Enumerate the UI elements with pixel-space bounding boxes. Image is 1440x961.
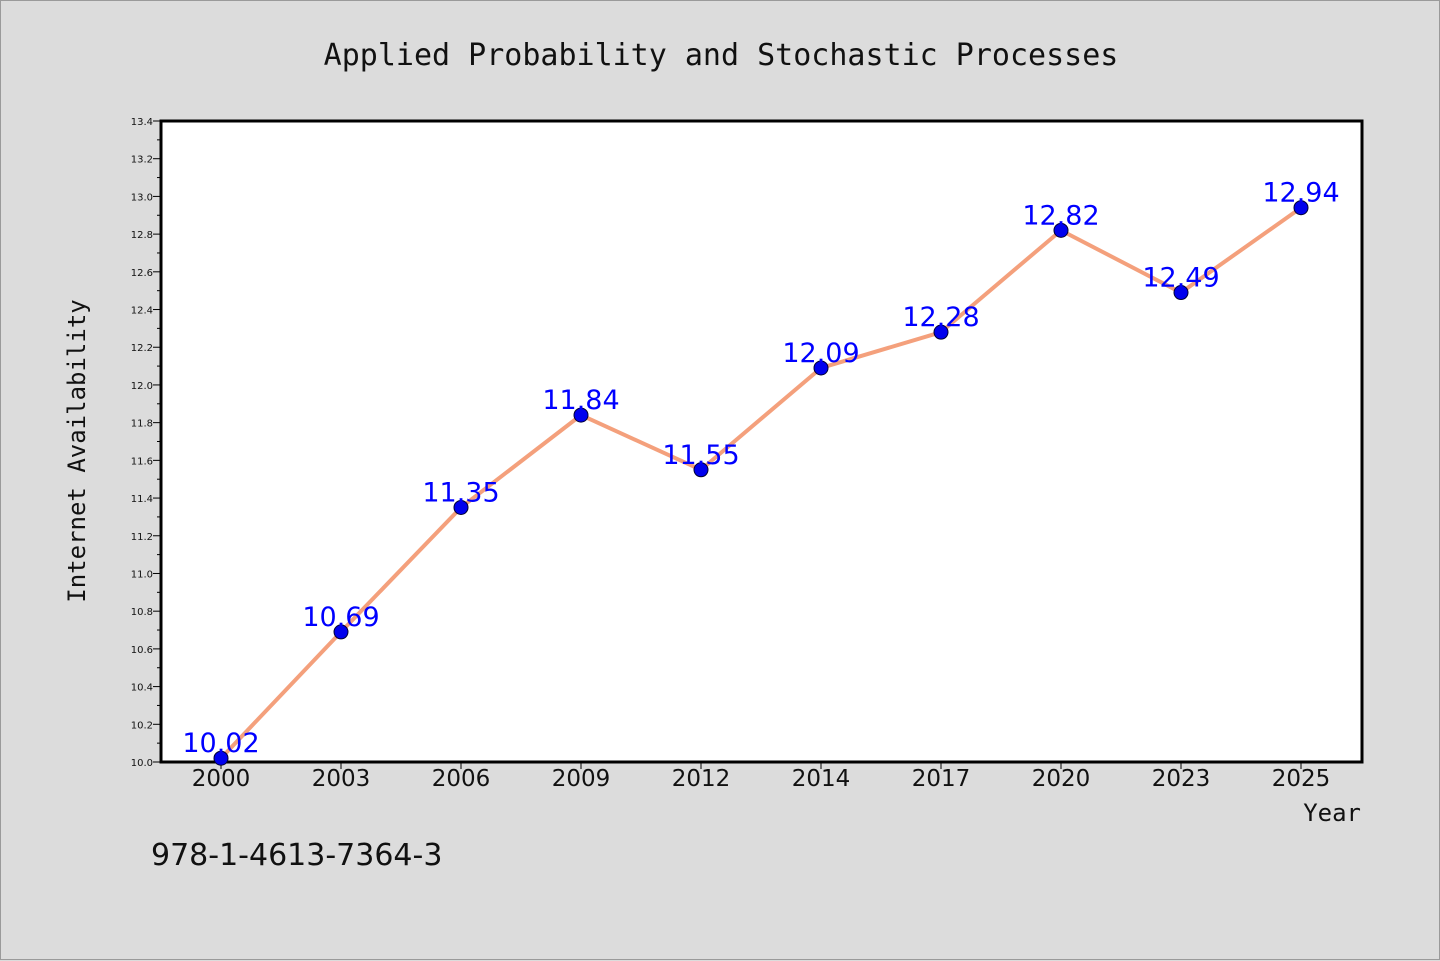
- data-point: [693, 462, 709, 478]
- plot-area: [159, 119, 1364, 764]
- isbn-text: 978-1-4613-7364-3: [151, 838, 442, 873]
- series-layer: [213, 200, 1309, 766]
- x-tick-label: 2006: [432, 766, 491, 792]
- data-label: 11.84: [542, 385, 619, 416]
- y-tick-label: 10.8: [131, 607, 153, 618]
- y-tick-label: 11.4: [131, 494, 153, 505]
- y-tick-label: 12.0: [131, 381, 153, 392]
- y-tick-label: 12.8: [131, 230, 153, 241]
- y-axis-title: Internet Availability: [63, 299, 91, 602]
- data-label: 12.49: [1142, 263, 1219, 294]
- y-tick-label: 11.2: [131, 532, 153, 543]
- data-point: [213, 750, 229, 766]
- y-tick-label: 10.4: [131, 683, 153, 694]
- y-tick-label: 13.4: [131, 117, 153, 128]
- data-point: [453, 499, 469, 515]
- data-label: 11.35: [422, 477, 499, 508]
- x-tick-label: 2023: [1152, 766, 1211, 792]
- data-label: 10.69: [302, 602, 379, 633]
- data-label: 12.28: [902, 302, 979, 333]
- x-tick-label: 2020: [1032, 766, 1091, 792]
- y-axis: 10.0 10.2 10.4 10.6 10.8 11.0 11.2 11.4 11.6 11.8…: [131, 117, 161, 769]
- y-tick-label: 12.6: [131, 268, 153, 279]
- y-tick-label: 10.6: [131, 645, 153, 656]
- data-point: [1053, 222, 1069, 238]
- data-label: 12.09: [782, 338, 859, 369]
- series-line: [219, 205, 1303, 761]
- data-point: [1293, 200, 1309, 216]
- data-point: [813, 360, 829, 376]
- data-label: 12.82: [1022, 200, 1099, 231]
- data-point: [333, 624, 349, 640]
- x-tick-label: 2025: [1272, 766, 1331, 792]
- x-tick-label: 2012: [672, 766, 731, 792]
- x-tick-label: 2017: [912, 766, 971, 792]
- data-label-layer: 10.02 10.69 11.35 11.84 11.55 12.09 12.28 12.82…: [182, 178, 1339, 760]
- x-axis: 2000 2003 2006 2009 2012 2014 2017 2020 2023 2025: [192, 762, 1331, 792]
- y-tick-label: 11.0: [131, 569, 153, 580]
- chart-title: Applied Probability and Stochastic Proce…: [324, 38, 1119, 73]
- y-tick-label: 10.0: [131, 758, 153, 769]
- x-tick-label: 2014: [792, 766, 851, 792]
- x-tick-label: 2009: [552, 766, 611, 792]
- data-label: 12.94: [1262, 178, 1339, 209]
- y-tick-label: 13.0: [131, 192, 153, 203]
- y-tick-label: 12.4: [131, 306, 153, 317]
- data-point: [1173, 285, 1189, 301]
- x-tick-label: 2000: [192, 766, 251, 792]
- x-tick-label: 2003: [312, 766, 371, 792]
- data-label: 10.02: [182, 728, 259, 759]
- y-tick-label: 10.2: [131, 720, 153, 731]
- data-label: 11.55: [662, 440, 739, 471]
- y-tick-label: 13.2: [131, 155, 153, 166]
- y-tick-label: 12.2: [131, 343, 153, 354]
- x-axis-title: Year: [1303, 799, 1361, 827]
- y-tick-label: 11.6: [131, 456, 153, 467]
- data-point: [933, 324, 949, 340]
- data-point: [573, 407, 589, 423]
- y-tick-label: 11.8: [131, 419, 153, 430]
